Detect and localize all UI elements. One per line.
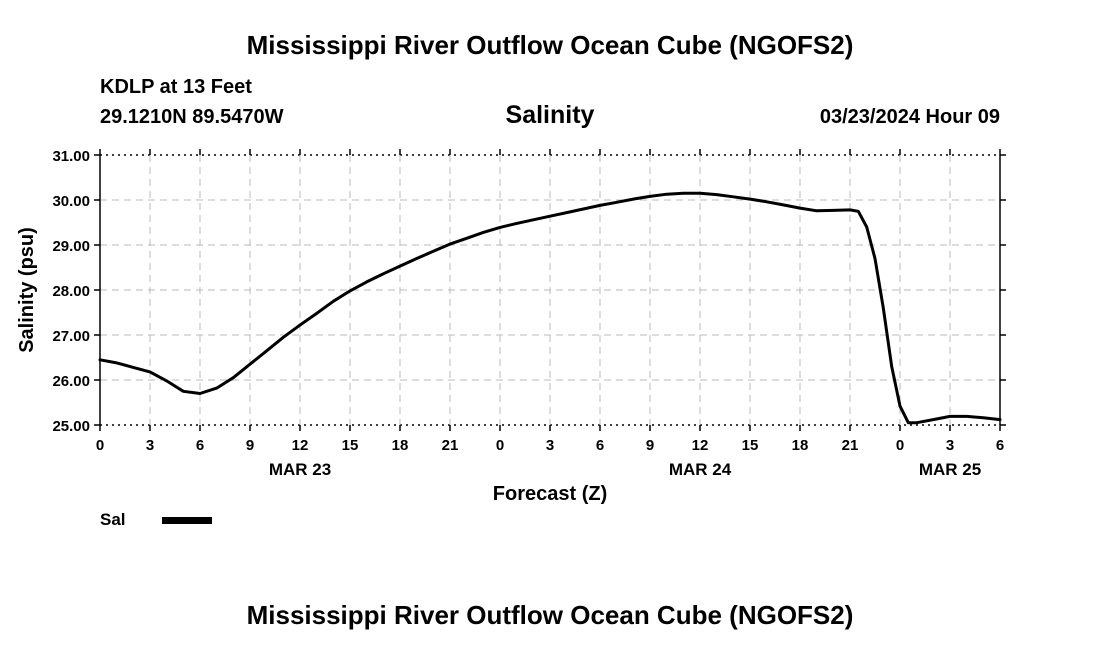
y-axis-label: Salinity (psu)	[16, 227, 38, 353]
y-tick-label: 27.00	[52, 328, 90, 345]
y-tick-label: 26.00	[52, 373, 90, 390]
y-tick-label: 28.00	[52, 283, 90, 300]
y-tick-label: 29.00	[52, 238, 90, 255]
x-tick-label: 9	[646, 437, 654, 454]
x-tick-label: 6	[996, 437, 1004, 454]
x-tick-label: 21	[842, 437, 859, 454]
x-tick-label: 15	[342, 437, 359, 454]
station-coordinates: 29.1210N 89.5470W	[100, 106, 284, 128]
x-tick-label: 9	[246, 437, 254, 454]
x-tick-label: 0	[496, 437, 504, 454]
x-tick-label: 18	[392, 437, 409, 454]
x-axis-label: Forecast (Z)	[493, 483, 607, 505]
series-layer	[98, 191, 1002, 425]
x-tick-label: 12	[292, 437, 309, 454]
date-label: MAR 23	[269, 460, 331, 479]
x-tick-label: 0	[896, 437, 904, 454]
x-tick-label: 6	[196, 437, 204, 454]
series-line-sal	[98, 191, 1002, 425]
x-tick-label: 6	[596, 437, 604, 454]
y-tick-label: 25.00	[52, 418, 90, 435]
axes	[94, 149, 1006, 431]
chart-footer-title: Mississippi River Outflow Ocean Cube (NG…	[246, 600, 854, 630]
variable-title: Salinity	[505, 101, 595, 129]
x-tick-label: 15	[742, 437, 759, 454]
legend-label: Sal	[100, 510, 126, 529]
y-tick-label: 31.00	[52, 148, 90, 165]
grid-lines	[99, 154, 1001, 426]
station-label: KDLP at 13 Feet	[100, 76, 252, 98]
x-tick-label: 18	[792, 437, 809, 454]
x-tick-label: 3	[546, 437, 554, 454]
x-tick-label: 0	[96, 437, 104, 454]
x-tick-label: 3	[946, 437, 954, 454]
date-label: MAR 25	[919, 460, 981, 479]
tick-labels: 25.00 26.00 27.00 28.00 29.00 30.00 31.00 0 3 6 9 1…	[52, 148, 1004, 479]
forecast-datetime: 03/23/2024 Hour 09	[819, 106, 1000, 128]
x-tick-label: 21	[442, 437, 459, 454]
x-tick-label: 12	[692, 437, 709, 454]
legend-line-swatch	[162, 517, 212, 524]
date-label: MAR 24	[669, 460, 732, 479]
x-tick-label: 3	[146, 437, 154, 454]
chart-main-title: Mississippi River Outflow Ocean Cube (NG…	[246, 30, 854, 60]
y-tick-label: 30.00	[52, 193, 90, 210]
